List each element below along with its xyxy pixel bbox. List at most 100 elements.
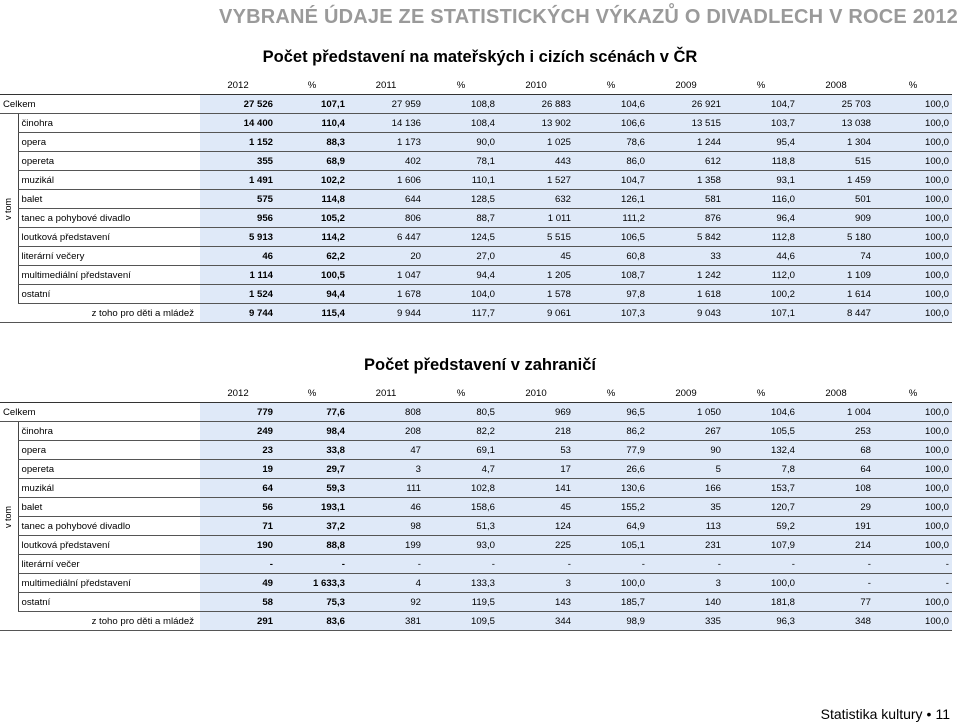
table-cell: 96,5 (574, 402, 648, 422)
table-cell: 56 (200, 497, 276, 517)
table-cell: 23 (200, 440, 276, 460)
row-label: balet (17, 189, 200, 209)
table-cell: 100,0 (874, 402, 952, 422)
table-cell: 1 152 (200, 132, 276, 152)
table-cell: 90,0 (424, 132, 498, 152)
table-cell: 100,0 (874, 227, 952, 247)
table-cell: 14 400 (200, 113, 276, 133)
row-label: činohra (17, 113, 200, 133)
table-cell: 1 491 (200, 170, 276, 190)
table-cell: 17 (498, 459, 574, 479)
table-cell: 249 (200, 421, 276, 441)
table-cell: 114,2 (276, 227, 348, 247)
table-cell: - (498, 554, 574, 574)
table-cell: 193,1 (276, 497, 348, 517)
table-cell: 112,8 (724, 227, 798, 247)
table-cell: 107,3 (574, 303, 648, 323)
row-label: multimediální představení (17, 265, 200, 285)
table-cell: 143 (498, 592, 574, 612)
table-cell: 100,0 (874, 303, 952, 323)
page-title: VYBRANÉ ÚDAJE ZE STATISTICKÝCH VÝKAZŮ O … (219, 6, 958, 28)
table-cell: 100,0 (874, 592, 952, 612)
row-label: opereta (17, 459, 200, 479)
table-cell: 94,4 (276, 284, 348, 304)
column-header: 2009 (648, 384, 724, 403)
table-cell: 100,0 (574, 573, 648, 593)
row-label: loutková představení (17, 535, 200, 555)
row-label: opereta (17, 151, 200, 171)
table-cell: 33,8 (276, 440, 348, 460)
table-header-row: 2012% 2011% 2010% 2009% 2008% (0, 76, 952, 95)
table-cell: - (348, 554, 424, 574)
table-cell: 100,0 (874, 478, 952, 498)
table-row: loutková představení 5 913 114,2 6 447 124,5… (0, 227, 952, 247)
table-cell: 443 (498, 151, 574, 171)
table-cell: 100,0 (874, 170, 952, 190)
table-cell: 114,8 (276, 189, 348, 209)
table-cell: 77,9 (574, 440, 648, 460)
table-cell: 100,0 (874, 516, 952, 536)
table-cell: 108,8 (424, 94, 498, 114)
column-header: 2012 (200, 76, 276, 95)
table-cell: 77,6 (276, 402, 348, 422)
table-cell: 112,0 (724, 265, 798, 285)
vtom-cell: v tom (0, 114, 18, 304)
table-cell: 644 (348, 189, 424, 209)
column-header: 2010 (498, 76, 574, 95)
table-cell: 612 (648, 151, 724, 171)
vtom-cell: v tom (0, 422, 18, 612)
table-row: balet 56 193,1 46 158,6 45 155,2 35 120,7 29 100,0 (0, 497, 952, 517)
table-cell: 111,2 (574, 208, 648, 228)
table-cell: 80,5 (424, 402, 498, 422)
table-row: tanec a pohybové divadlo 71 37,2 98 51,3 124 6… (0, 516, 952, 536)
table-cell: 59,3 (276, 478, 348, 498)
table-cell: 100,0 (874, 94, 952, 114)
table-cell: 27 526 (200, 94, 276, 114)
table-cell: 13 038 (798, 113, 874, 133)
table-cell: - (724, 554, 798, 574)
table-row: opera 23 33,8 47 69,1 53 77,9 90 132,4 68 100,0 (0, 440, 952, 460)
table-cell: 113 (648, 516, 724, 536)
table-cell: 115,4 (276, 303, 348, 323)
table-cell: 45 (498, 497, 574, 517)
table-cell: 37,2 (276, 516, 348, 536)
table-cell: 26 921 (648, 94, 724, 114)
table-cell: 95,4 (724, 132, 798, 152)
table-cell: 45 (498, 246, 574, 266)
table-cell: 59,2 (724, 516, 798, 536)
table-row: opereta 355 68,9 402 78,1 443 86,0 612 118,8 515 1… (0, 151, 952, 171)
table-row: multimediální představení 1 114 100,5 1 047… (0, 265, 952, 285)
table-cell: 291 (200, 611, 276, 631)
table-row: balet 575 114,8 644 128,5 632 126,1 581 116,0 501… (0, 189, 952, 209)
table-cell: 3 (648, 573, 724, 593)
table-domestic-performances: 2012% 2011% 2010% 2009% 2008% Celkem 27 526 107… (0, 76, 952, 323)
table-cell: 402 (348, 151, 424, 171)
column-header: % (276, 76, 348, 95)
table-row: literární večery 46 62,2 20 27,0 45 60,8 33 44,6… (0, 246, 952, 266)
table-row-total: Celkem 27 526 107,1 27 959 108,8 26 883 104,6 2… (0, 94, 952, 114)
table-cell: 108 (798, 478, 874, 498)
table-cell: 104,6 (574, 94, 648, 114)
table-cell: 29,7 (276, 459, 348, 479)
table-header-row: 2012% 2011% 2010% 2009% 2008% (0, 384, 952, 403)
table-cell: 141 (498, 478, 574, 498)
table-row: muzikál 1 491 102,2 1 606 110,1 1 527 104,7 1 3… (0, 170, 952, 190)
table-cell: 51,3 (424, 516, 498, 536)
table-cell: 26,6 (574, 459, 648, 479)
table-cell: 632 (498, 189, 574, 209)
table-cell: 181,8 (724, 592, 798, 612)
table-cell: 876 (648, 208, 724, 228)
table-cell: 335 (648, 611, 724, 631)
column-header: 2011 (348, 384, 424, 403)
table-cell: 191 (798, 516, 874, 536)
table-cell: 1 678 (348, 284, 424, 304)
page-number: 11 (935, 706, 950, 722)
table-cell: 7,8 (724, 459, 798, 479)
table-cell: 98,4 (276, 421, 348, 441)
table-cell: 25 703 (798, 94, 874, 114)
column-header: % (276, 384, 348, 403)
table-cell: 225 (498, 535, 574, 555)
column-header: % (424, 76, 498, 95)
table-cell: 1 524 (200, 284, 276, 304)
table-cell: 33 (648, 246, 724, 266)
